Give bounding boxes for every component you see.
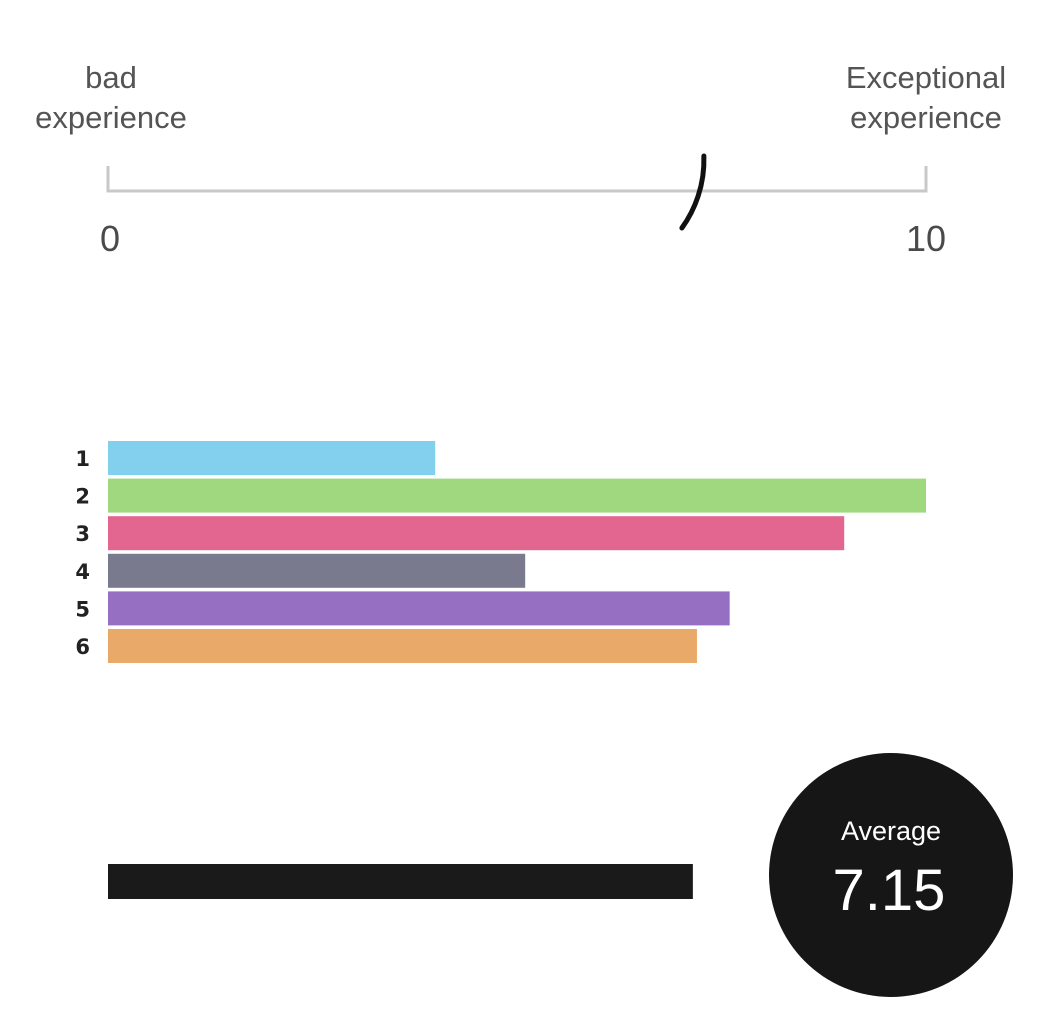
bar-5: [108, 591, 730, 626]
scale-marker: [679, 153, 707, 231]
score-bars: 1 2 3 4 5 6: [75, 441, 926, 663]
scale-line: [106, 166, 928, 193]
bar-label-1: 1: [75, 447, 90, 471]
scale-max-label: 10: [906, 218, 946, 259]
bar-label-6: 6: [75, 635, 90, 659]
bar-label-2: 2: [75, 485, 90, 509]
high-caption-line-2: experience: [850, 100, 1002, 135]
scale-min-label: 0: [100, 218, 120, 259]
bar-label-4: 4: [75, 560, 90, 584]
average-circle: [769, 753, 1013, 997]
rating-scale: bad experience Exceptional experience 0 …: [35, 60, 1006, 259]
average-label: Average: [841, 816, 941, 846]
average-value: 7.15: [833, 858, 946, 923]
bar-label-5: 5: [75, 597, 90, 621]
bar-3: [108, 516, 845, 551]
average-bar: [108, 864, 693, 899]
bar-1: [108, 441, 436, 475]
low-caption-line-1: bad: [85, 60, 137, 95]
average-badge: Average 7.15: [769, 753, 1013, 997]
high-caption-line-1: Exceptional: [846, 60, 1006, 95]
bar-label-3: 3: [75, 522, 90, 546]
bar-2: [108, 478, 926, 513]
bar-6: [108, 629, 697, 663]
low-caption-line-2: experience: [35, 100, 187, 135]
bar-4: [108, 553, 526, 588]
